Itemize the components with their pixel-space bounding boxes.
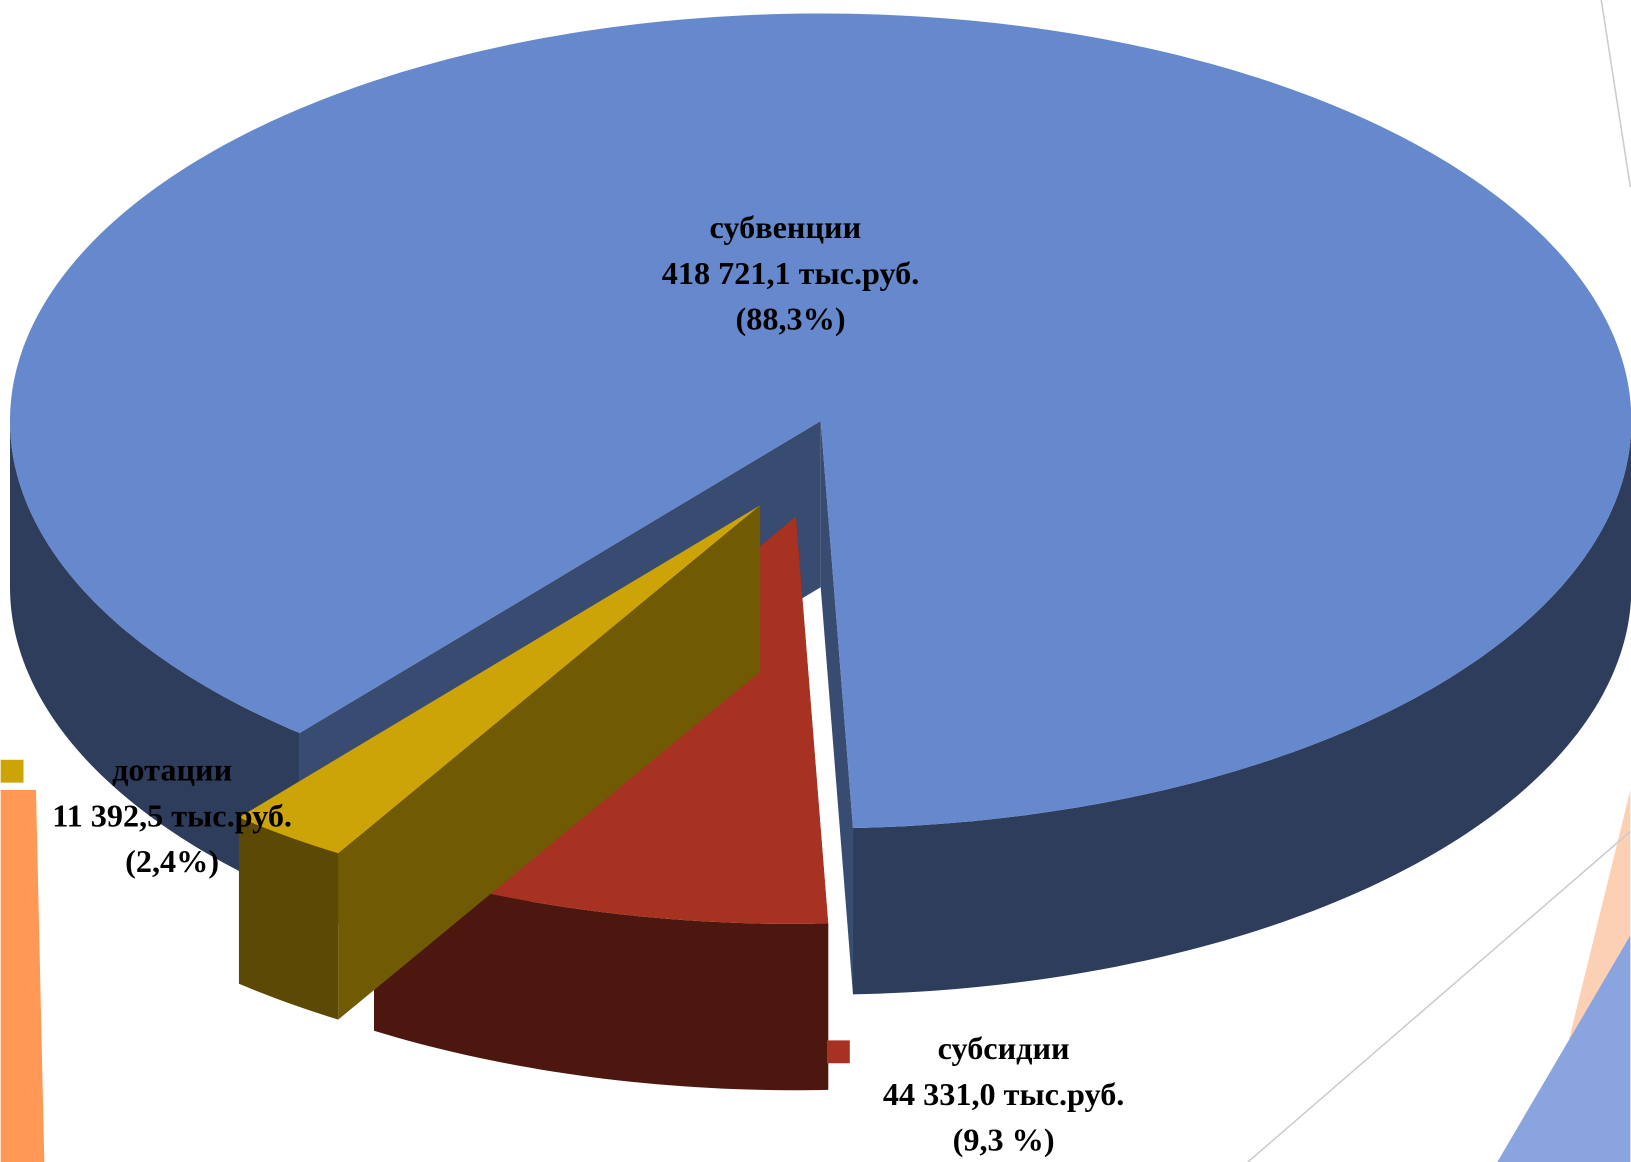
decor-line bbox=[1600, 0, 1631, 188]
slice-wall bbox=[374, 864, 829, 1091]
label-percent: (9,3 %) bbox=[953, 1122, 1055, 1158]
label-name: субвенции bbox=[710, 209, 862, 245]
slice-wall bbox=[238, 817, 339, 1020]
legend-key bbox=[826, 1040, 850, 1064]
label-value: 44 331,0 тыс.руб. bbox=[883, 1076, 1125, 1112]
slice-top bbox=[10, 13, 1631, 829]
decor-orange bbox=[0, 789, 45, 1162]
label-percent: (2,4%) bbox=[125, 843, 219, 879]
slice-top bbox=[238, 505, 761, 854]
label-value: 11 392,5 тыс.руб. bbox=[52, 797, 292, 833]
labels: субвенции 418 721,1 тыс.руб. (88,3%) суб… bbox=[0, 209, 1125, 1158]
slice-wall bbox=[9, 420, 300, 900]
slice-wall bbox=[852, 433, 1631, 995]
pie bbox=[9, 13, 1631, 1091]
label-percent: (88,3%) bbox=[736, 301, 846, 337]
slice-side bbox=[820, 420, 853, 995]
slice-side bbox=[238, 505, 761, 984]
legend-key bbox=[0, 759, 24, 783]
legend-key bbox=[590, 217, 614, 241]
label-name: дотации bbox=[112, 752, 232, 788]
decor-line bbox=[1247, 830, 1631, 1162]
label-value: 418 721,1 тыс.руб. bbox=[662, 255, 920, 291]
label-name: субсидии bbox=[938, 1030, 1070, 1066]
decor-blue bbox=[1497, 935, 1631, 1162]
slice bbox=[238, 505, 761, 1020]
